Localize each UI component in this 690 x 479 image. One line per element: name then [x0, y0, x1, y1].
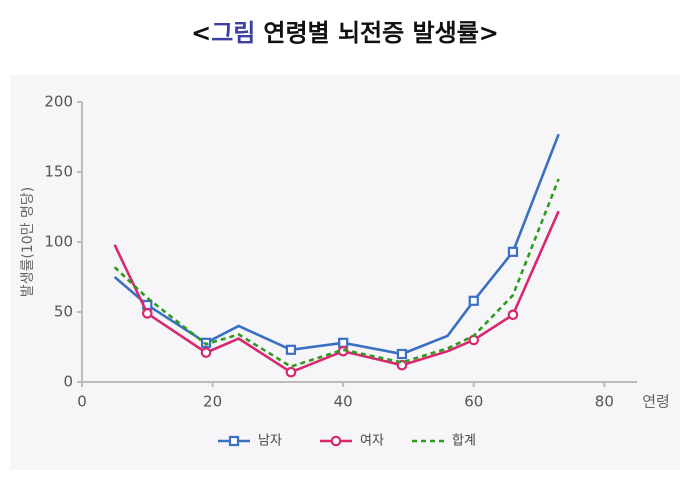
point [396, 348, 408, 360]
title-text: 연령별 뇌전증 발생률 [263, 19, 478, 47]
legend-marker [228, 435, 240, 447]
point [338, 337, 349, 348]
title-close: > [479, 19, 499, 47]
point [200, 347, 212, 358]
legend-marker [330, 435, 342, 447]
point [507, 309, 519, 321]
x-tick-label: 80 [595, 393, 614, 411]
y-tick-label: 150 [44, 163, 73, 181]
title-open: < [191, 19, 211, 47]
legend-label: 남자 [258, 434, 282, 449]
y-axis-label: 발생률(10만 명당) [20, 187, 36, 297]
chart-title: <그림 연령별 뇌전증 발생률> [191, 19, 499, 47]
title-tag: 그림 [211, 19, 255, 47]
y-tick-label: 50 [54, 303, 73, 321]
x-axis-label: 연령 [642, 393, 670, 411]
point [285, 366, 297, 378]
legend-label: 합계 [452, 434, 476, 449]
line [113, 178, 560, 369]
point [507, 246, 519, 257]
point [285, 344, 297, 355]
legend-label: 여자 [360, 434, 384, 449]
y-tick-label: 0 [63, 373, 73, 391]
x-tick-label: 60 [464, 393, 483, 411]
x-tick-label: 20 [203, 393, 222, 411]
y-tick-label: 200 [44, 93, 73, 111]
y-tick-label: 100 [44, 233, 73, 251]
point [141, 308, 153, 319]
panel [10, 75, 680, 470]
x-tick-label: 0 [77, 393, 87, 411]
x-tick-label: 40 [334, 393, 353, 411]
point [468, 295, 479, 306]
